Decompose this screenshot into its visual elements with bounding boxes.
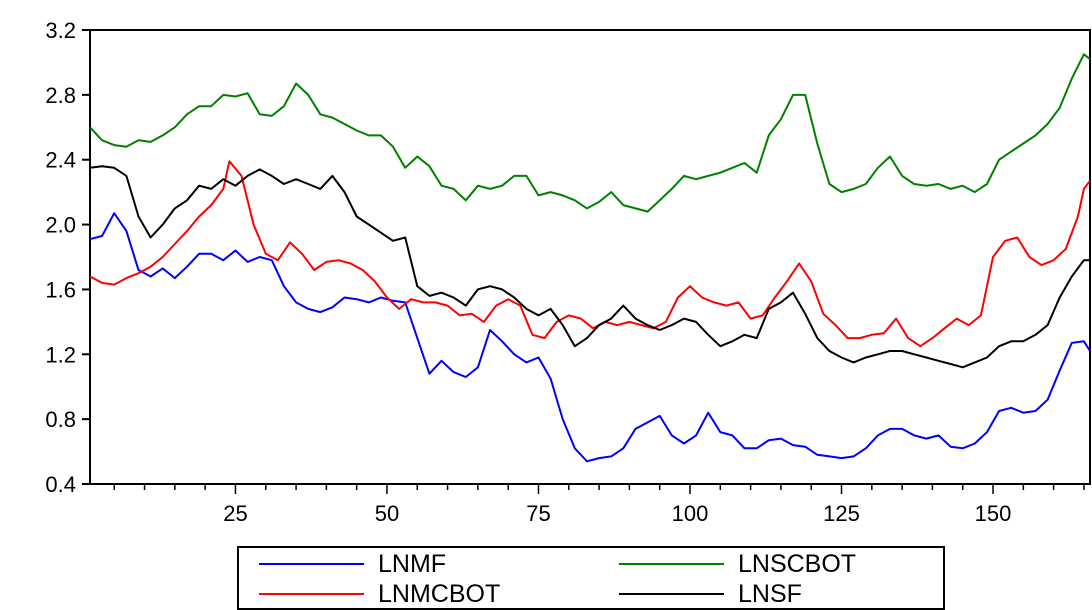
y-axis: 0.4 0.8 1.2 1.6 2.0 2.4 2.8 3.2 (45, 18, 90, 497)
legend: LNMF LNMCBOT LNSCBOT LNSF (237, 546, 945, 610)
legend-item-lnmf: LNMF (259, 550, 446, 578)
plot-frame (90, 30, 1090, 484)
y-tick-label: 3.2 (45, 18, 76, 43)
y-tick-label: 2.0 (45, 213, 76, 238)
x-tick-label: 125 (823, 501, 860, 526)
x-tick-label: 150 (975, 501, 1012, 526)
x-tick-label: 50 (375, 501, 399, 526)
legend-swatch-lnsf (619, 593, 724, 595)
legend-item-lnmcbot: LNMCBOT (259, 580, 500, 608)
x-tick-label: 100 (672, 501, 709, 526)
x-tick-label: 75 (526, 501, 550, 526)
legend-item-lnsf: LNSF (619, 580, 802, 608)
series-line-lnsf (90, 166, 1090, 367)
legend-swatch-lnscbot (619, 563, 724, 565)
legend-label-lnmf: LNMF (378, 550, 446, 579)
legend-item-lnscbot: LNSCBOT (619, 550, 856, 578)
y-tick-label: 1.6 (45, 277, 76, 302)
y-tick-label: 2.8 (45, 83, 76, 108)
legend-label-lnscbot: LNSCBOT (738, 550, 856, 579)
y-tick-label: 0.4 (45, 472, 76, 497)
series-line-lnscbot (90, 54, 1090, 211)
legend-label-lnsf: LNSF (738, 580, 802, 609)
series-layer (90, 54, 1090, 461)
x-axis: 25 50 75 100 125 150 (114, 484, 1084, 526)
legend-swatch-lnmcbot (259, 593, 364, 595)
y-tick-label: 0.8 (45, 407, 76, 432)
series-line-lnmf (90, 213, 1090, 461)
legend-swatch-lnmf (259, 563, 364, 565)
legend-label-lnmcbot: LNMCBOT (378, 580, 500, 609)
line-chart: 0.4 0.8 1.2 1.6 2.0 2.4 2.8 3.2 25 50 75 100 125 150 (0, 0, 1092, 545)
x-tick-label: 25 (223, 501, 247, 526)
y-tick-label: 1.2 (45, 342, 76, 367)
y-tick-label: 2.4 (45, 148, 76, 173)
